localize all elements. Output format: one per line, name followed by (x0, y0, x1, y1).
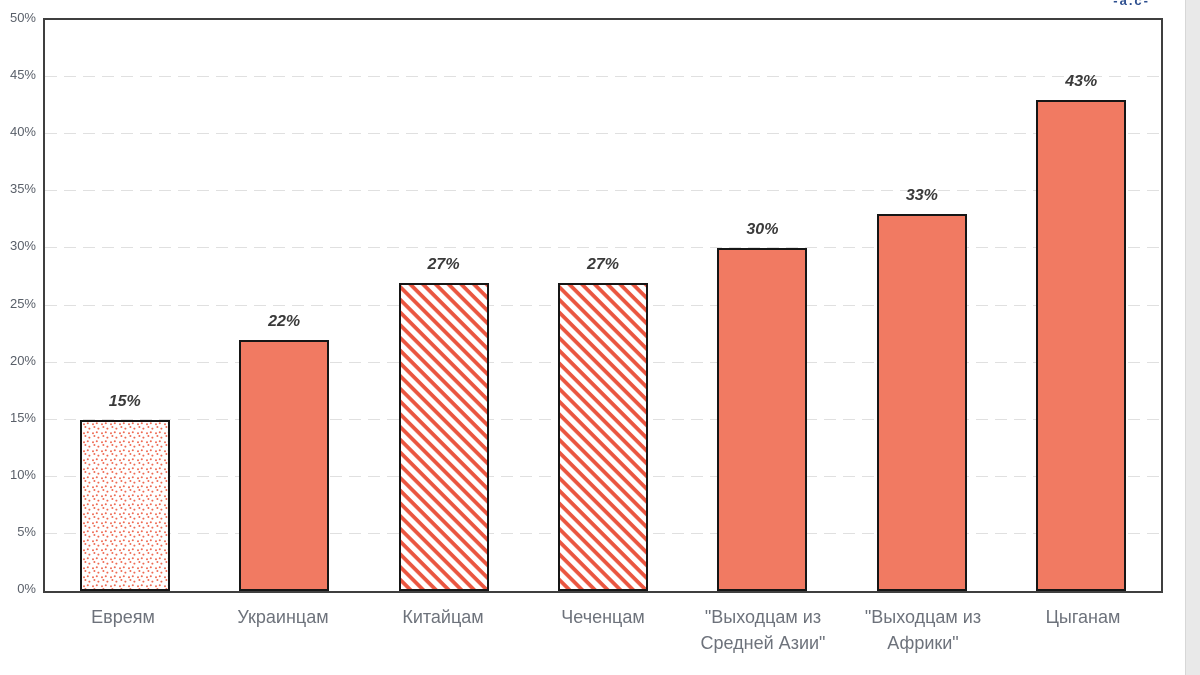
bar-value-label: 15% (108, 392, 141, 410)
bar-3 (398, 282, 489, 591)
y-axis-tick-label: 15% (9, 409, 36, 425)
bar-slot: 15% (45, 20, 204, 591)
bar-slot: 27% (364, 20, 523, 591)
x-axis-label: Чеченцам (561, 607, 645, 627)
x-axis-label: Евреям (91, 607, 155, 627)
y-axis-tick-label: 5% (17, 523, 36, 539)
dot-pattern-fill (81, 421, 168, 589)
bar-slot: 30% (683, 20, 842, 591)
bar-1 (79, 419, 170, 591)
plot-area: 15% 22% 27% 27% 30% 33% 43% (43, 18, 1163, 593)
y-axis-tick-label: 45% (9, 67, 36, 83)
bar-slot: 27% (523, 20, 682, 591)
bar-value-label: 30% (746, 221, 779, 239)
bar-2 (239, 339, 330, 591)
gridline (45, 76, 1161, 78)
bar-value-label: 27% (586, 255, 619, 273)
diagonal-stripe-fill (400, 284, 487, 589)
y-axis-tick-label: 20% (9, 352, 36, 368)
x-axis-label: Цыганам (1045, 607, 1121, 627)
y-axis-tick-label: 30% (9, 238, 36, 254)
x-axis-label: Украинцам (237, 607, 329, 627)
y-axis-tick-label: 50% (9, 10, 36, 25)
bar-value-label: 43% (1065, 72, 1098, 90)
bar-value-label: 22% (268, 312, 301, 330)
bar-slot: 33% (842, 20, 1001, 591)
bar-7 (1036, 99, 1127, 591)
y-axis-tick-label: 25% (9, 295, 36, 311)
gridline (45, 247, 1161, 249)
x-axis-label: "Выходцам из Африки" (864, 607, 982, 654)
watermark-text: -a.c- (1113, 0, 1150, 8)
x-axis-label: Китайцам (402, 607, 484, 627)
bar-value-label: 27% (427, 255, 460, 273)
right-edge-strip (1185, 0, 1200, 675)
gridline (45, 190, 1161, 192)
bar-5 (717, 248, 808, 591)
y-axis-tick-label: 40% (9, 124, 36, 140)
y-axis-tick-label: 0% (17, 581, 36, 596)
bar-value-label: 33% (905, 187, 938, 205)
y-axis-tick-label: 10% (9, 466, 36, 482)
bar-slot: 43% (1002, 20, 1161, 591)
diagonal-stripe-fill (559, 284, 646, 589)
x-axis-label: "Выходцам из Средней Азии" (700, 607, 826, 654)
bar-4 (557, 282, 648, 591)
y-axis-tick-label: 35% (9, 181, 36, 197)
bar-slot: 22% (204, 20, 363, 591)
gridline (45, 133, 1161, 135)
bar-6 (876, 214, 967, 591)
